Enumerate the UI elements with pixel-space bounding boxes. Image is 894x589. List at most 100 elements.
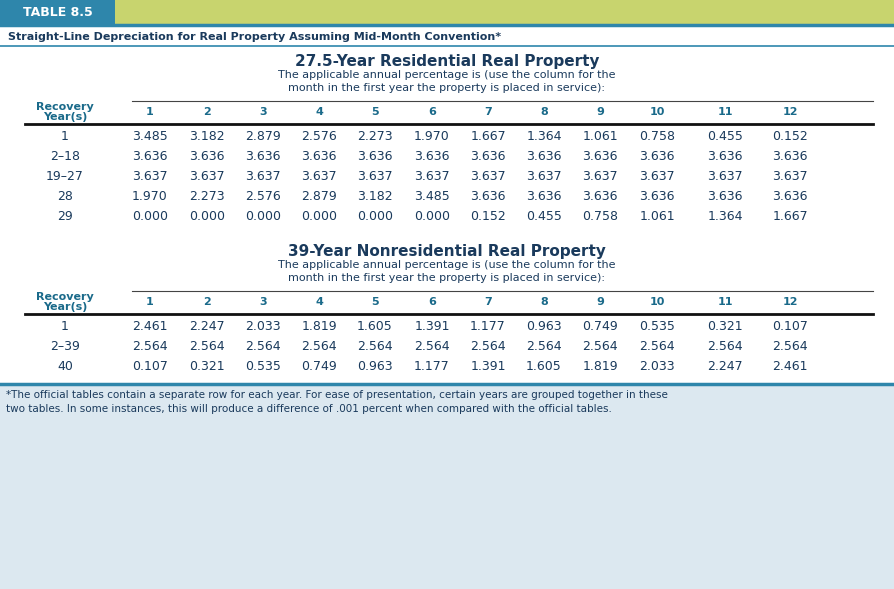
- Text: 8: 8: [540, 297, 548, 307]
- Text: 2.247: 2.247: [190, 320, 224, 333]
- Text: 0.535: 0.535: [245, 360, 281, 373]
- Text: 9: 9: [596, 107, 604, 117]
- Text: 2.576: 2.576: [301, 130, 337, 143]
- Text: 0.000: 0.000: [189, 210, 225, 223]
- Text: 2.033: 2.033: [245, 320, 281, 333]
- Text: 2.879: 2.879: [301, 190, 337, 203]
- Text: 2.564: 2.564: [414, 340, 450, 353]
- Text: Recovery: Recovery: [36, 102, 94, 112]
- Text: 0.107: 0.107: [772, 320, 808, 333]
- Text: *The official tables contain a separate row for each year. For ease of presentat: *The official tables contain a separate …: [6, 390, 668, 414]
- Text: 3.636: 3.636: [414, 150, 450, 163]
- Text: 2: 2: [203, 297, 211, 307]
- Text: 1.177: 1.177: [470, 320, 506, 333]
- Text: 3.637: 3.637: [245, 170, 281, 183]
- Text: 3.485: 3.485: [132, 130, 168, 143]
- Text: 2.879: 2.879: [245, 130, 281, 143]
- Text: 0.000: 0.000: [132, 210, 168, 223]
- Text: Year(s): Year(s): [43, 302, 88, 312]
- Text: 2.564: 2.564: [707, 340, 743, 353]
- Text: 1.364: 1.364: [527, 130, 561, 143]
- Text: 3.636: 3.636: [707, 150, 743, 163]
- Text: 3.636: 3.636: [527, 190, 561, 203]
- Text: 2: 2: [203, 107, 211, 117]
- Text: 1.970: 1.970: [414, 130, 450, 143]
- Text: 2.033: 2.033: [639, 360, 675, 373]
- Text: 4: 4: [315, 297, 323, 307]
- Text: 2.564: 2.564: [527, 340, 561, 353]
- Text: 1.819: 1.819: [301, 320, 337, 333]
- Text: 0.321: 0.321: [190, 360, 224, 373]
- Text: 2–39: 2–39: [50, 340, 80, 353]
- Text: 1: 1: [146, 107, 154, 117]
- Text: 1.605: 1.605: [527, 360, 561, 373]
- Text: 7: 7: [485, 297, 492, 307]
- Text: 2–18: 2–18: [50, 150, 80, 163]
- Text: 1.391: 1.391: [470, 360, 506, 373]
- Text: 3.637: 3.637: [358, 170, 392, 183]
- Text: 3: 3: [259, 107, 266, 117]
- Text: 2.247: 2.247: [707, 360, 743, 373]
- Text: 6: 6: [428, 107, 436, 117]
- Text: 2.273: 2.273: [358, 130, 392, 143]
- Text: 3.637: 3.637: [772, 170, 808, 183]
- Text: 0.152: 0.152: [772, 130, 808, 143]
- Text: 3.636: 3.636: [772, 190, 808, 203]
- Text: 0.000: 0.000: [245, 210, 281, 223]
- Text: 1.667: 1.667: [470, 130, 506, 143]
- Text: 1.819: 1.819: [582, 360, 618, 373]
- Text: 1: 1: [146, 297, 154, 307]
- Text: 3.636: 3.636: [772, 150, 808, 163]
- Text: 9: 9: [596, 297, 604, 307]
- Text: TABLE 8.5: TABLE 8.5: [22, 5, 92, 18]
- Text: 2.564: 2.564: [470, 340, 506, 353]
- Text: Straight-Line Depreciation for Real Property Assuming Mid-Month Convention*: Straight-Line Depreciation for Real Prop…: [8, 32, 502, 42]
- Text: 29: 29: [57, 210, 73, 223]
- Text: 3.182: 3.182: [358, 190, 392, 203]
- Text: 10: 10: [649, 107, 664, 117]
- Text: 3.637: 3.637: [707, 170, 743, 183]
- Text: 7: 7: [485, 107, 492, 117]
- Text: 1.061: 1.061: [639, 210, 675, 223]
- Text: 3.636: 3.636: [301, 150, 337, 163]
- Text: 0.535: 0.535: [639, 320, 675, 333]
- Text: 0.758: 0.758: [639, 130, 675, 143]
- Text: 3.182: 3.182: [190, 130, 224, 143]
- Text: 3.636: 3.636: [190, 150, 224, 163]
- Text: 0.455: 0.455: [526, 210, 562, 223]
- FancyBboxPatch shape: [0, 384, 894, 589]
- Text: 0.000: 0.000: [301, 210, 337, 223]
- Text: 2.461: 2.461: [772, 360, 808, 373]
- Text: 1.364: 1.364: [707, 210, 743, 223]
- Text: 1.667: 1.667: [772, 210, 808, 223]
- Text: 3.636: 3.636: [527, 150, 561, 163]
- Text: 40: 40: [57, 360, 73, 373]
- Text: 2.564: 2.564: [639, 340, 675, 353]
- Text: 0.000: 0.000: [414, 210, 450, 223]
- FancyBboxPatch shape: [115, 0, 894, 24]
- Text: 3.636: 3.636: [132, 150, 168, 163]
- Text: 0.749: 0.749: [582, 320, 618, 333]
- Text: 3.637: 3.637: [582, 170, 618, 183]
- Text: 28: 28: [57, 190, 73, 203]
- Text: 1.605: 1.605: [357, 320, 392, 333]
- Text: 27.5-Year Residential Real Property: 27.5-Year Residential Real Property: [295, 54, 599, 69]
- Text: 1.391: 1.391: [414, 320, 450, 333]
- FancyBboxPatch shape: [0, 0, 115, 24]
- Text: The applicable annual percentage is (use the column for the
month in the first y: The applicable annual percentage is (use…: [278, 70, 616, 93]
- Text: 8: 8: [540, 107, 548, 117]
- Text: 2.564: 2.564: [245, 340, 281, 353]
- Text: 3.636: 3.636: [358, 150, 392, 163]
- Text: 3.637: 3.637: [414, 170, 450, 183]
- Text: Year(s): Year(s): [43, 112, 88, 122]
- Text: 11: 11: [717, 297, 733, 307]
- Text: 19–27: 19–27: [46, 170, 84, 183]
- Text: 1.061: 1.061: [582, 130, 618, 143]
- Text: 12: 12: [782, 107, 797, 117]
- Text: 2.273: 2.273: [190, 190, 224, 203]
- Text: 0.963: 0.963: [358, 360, 392, 373]
- Text: 3.485: 3.485: [414, 190, 450, 203]
- Text: 3.637: 3.637: [301, 170, 337, 183]
- Text: 3: 3: [259, 297, 266, 307]
- Text: 0.963: 0.963: [527, 320, 561, 333]
